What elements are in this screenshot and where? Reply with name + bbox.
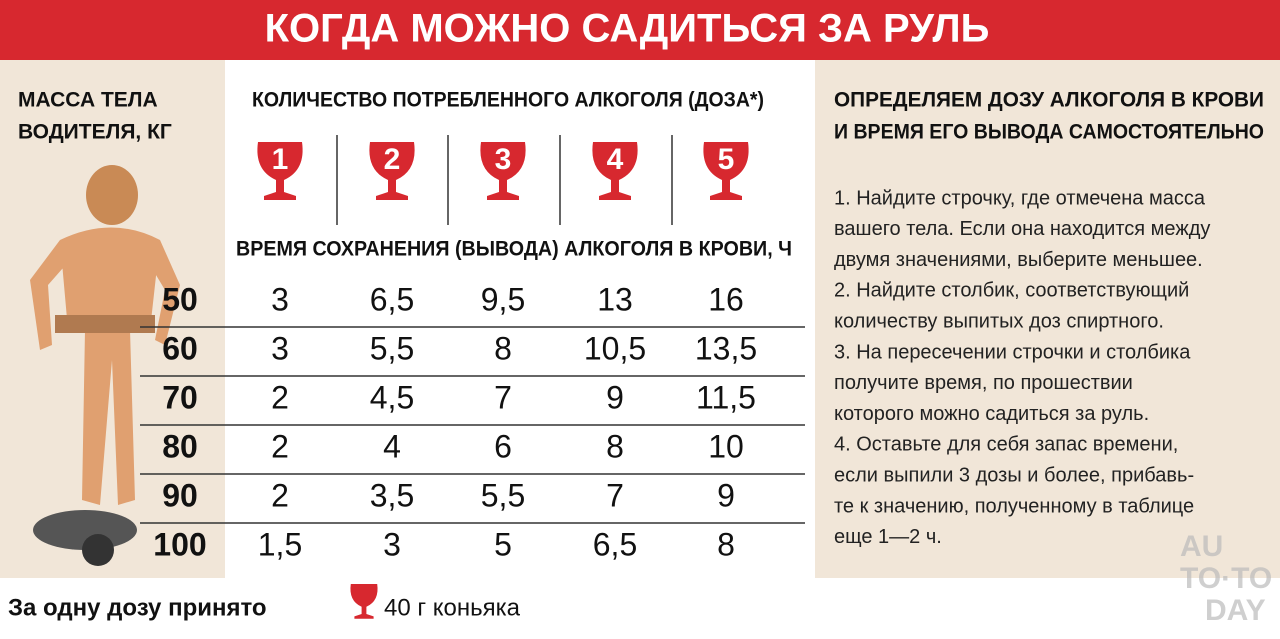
time-value: 7 <box>494 379 512 415</box>
time-value: 2 <box>271 428 289 464</box>
instruction-line: если выпили 3 дозы и более, прибавь- <box>834 464 1194 486</box>
time-value: 2 <box>271 477 289 513</box>
mass-value: 80 <box>162 428 198 464</box>
instruction-line: 4. Оставьте для себя запас времени, <box>834 434 1178 456</box>
time-value: 10 <box>708 428 744 464</box>
time-value: 10,5 <box>584 330 646 366</box>
time-value: 11,5 <box>696 379 756 415</box>
instruction-line: которого можно садиться за руль. <box>834 403 1149 425</box>
time-value: 6 <box>494 428 512 464</box>
glass <box>703 142 749 200</box>
mass-label: МАССА ТЕЛА <box>18 89 158 112</box>
instruction-line: 2. Найдите столбик, соответствующий <box>834 280 1189 302</box>
dose-number: 2 <box>384 143 401 176</box>
right-title: И ВРЕМЯ ЕГО ВЫВОДА САМОСТОЯТЕЛЬНО <box>834 121 1264 144</box>
instruction-line: 1. Найдите строчку, где отмечена масса <box>834 187 1206 209</box>
time-value: 3 <box>271 330 289 366</box>
time-value: 5,5 <box>481 477 525 513</box>
instruction-line: вашего тела. Если она находится между <box>834 218 1210 240</box>
glass-icon <box>350 584 378 619</box>
watermark: TO·TO <box>1180 562 1272 595</box>
time-value: 9 <box>717 477 735 513</box>
mass-value: 100 <box>153 526 206 562</box>
watermark: DAY <box>1205 594 1266 627</box>
glass <box>480 142 526 200</box>
instruction-line: получите время, по прошествии <box>834 372 1133 394</box>
mass-value: 70 <box>162 379 198 415</box>
glass <box>369 142 415 200</box>
glass <box>592 142 638 200</box>
time-value: 4,5 <box>370 379 414 415</box>
time-value: 6,5 <box>593 526 637 562</box>
mass-value: 90 <box>162 477 198 513</box>
right-title: ОПРЕДЕЛЯЕМ ДОЗУ АЛКОГОЛЯ В КРОВИ <box>834 89 1264 112</box>
mass-value: 60 <box>162 330 198 366</box>
dose-number: 1 <box>272 143 289 176</box>
figure <box>30 165 180 566</box>
time-value: 16 <box>708 281 744 317</box>
time-value: 5 <box>494 526 512 562</box>
time-value: 3 <box>383 526 401 562</box>
time-value: 9 <box>606 379 624 415</box>
column-dividers <box>336 135 673 225</box>
glass <box>350 584 378 619</box>
time-value: 7 <box>606 477 624 513</box>
instruction-line: количеству выпитых доз спиртного. <box>834 310 1164 332</box>
instruction-line: еще 1—2 ч. <box>834 526 942 548</box>
instruction-line: двумя значениями, выберите меньшее. <box>834 249 1203 271</box>
right-panel <box>815 60 1280 578</box>
table-subtitle: ВРЕМЯ СОХРАНЕНИЯ (ВЫВОДА) АЛКОГОЛЯ В КРО… <box>236 238 792 261</box>
time-value: 3,5 <box>370 477 414 513</box>
table-title: КОЛИЧЕСТВО ПОТРЕБЛЕННОГО АЛКОГОЛЯ (ДОЗА*… <box>252 89 764 112</box>
time-value: 13,5 <box>695 330 757 366</box>
glass <box>257 142 303 200</box>
mass-label: ВОДИТЕЛЯ, КГ <box>18 121 172 144</box>
glass-icon: 3 <box>480 142 526 200</box>
time-value: 3 <box>271 281 289 317</box>
time-value: 9,5 <box>481 281 525 317</box>
time-value: 4 <box>383 428 401 464</box>
watermark: AU <box>1180 530 1223 563</box>
dose-number: 5 <box>718 143 735 176</box>
time-value: 5,5 <box>370 330 414 366</box>
instruction-line: те к значению, полученному в таблице <box>834 495 1194 517</box>
glass-icon: 4 <box>592 142 638 200</box>
title: КОГДА МОЖНО САДИТЬСЯ ЗА РУЛЬ <box>265 7 990 51</box>
time-value: 13 <box>597 281 633 317</box>
footer-prefix: За одну дозу принято <box>8 594 267 621</box>
dose-number: 4 <box>607 143 624 176</box>
time-value: 8 <box>717 526 735 562</box>
time-value: 2 <box>271 379 289 415</box>
time-value: 8 <box>606 428 624 464</box>
time-value: 6,5 <box>370 281 414 317</box>
title-bar <box>0 0 1280 60</box>
instruction-line: 3. На пересечении строчки и столбика <box>834 341 1191 363</box>
mass-value: 50 <box>162 281 198 317</box>
glass-icon: 1 <box>257 142 303 200</box>
time-value: 1,5 <box>258 526 302 562</box>
glass-icon: 2 <box>369 142 415 200</box>
footer-suffix: 40 г коньяка <box>384 594 521 621</box>
glass-icon: 5 <box>703 142 749 200</box>
dose-number: 3 <box>495 143 512 176</box>
time-value: 8 <box>494 330 512 366</box>
